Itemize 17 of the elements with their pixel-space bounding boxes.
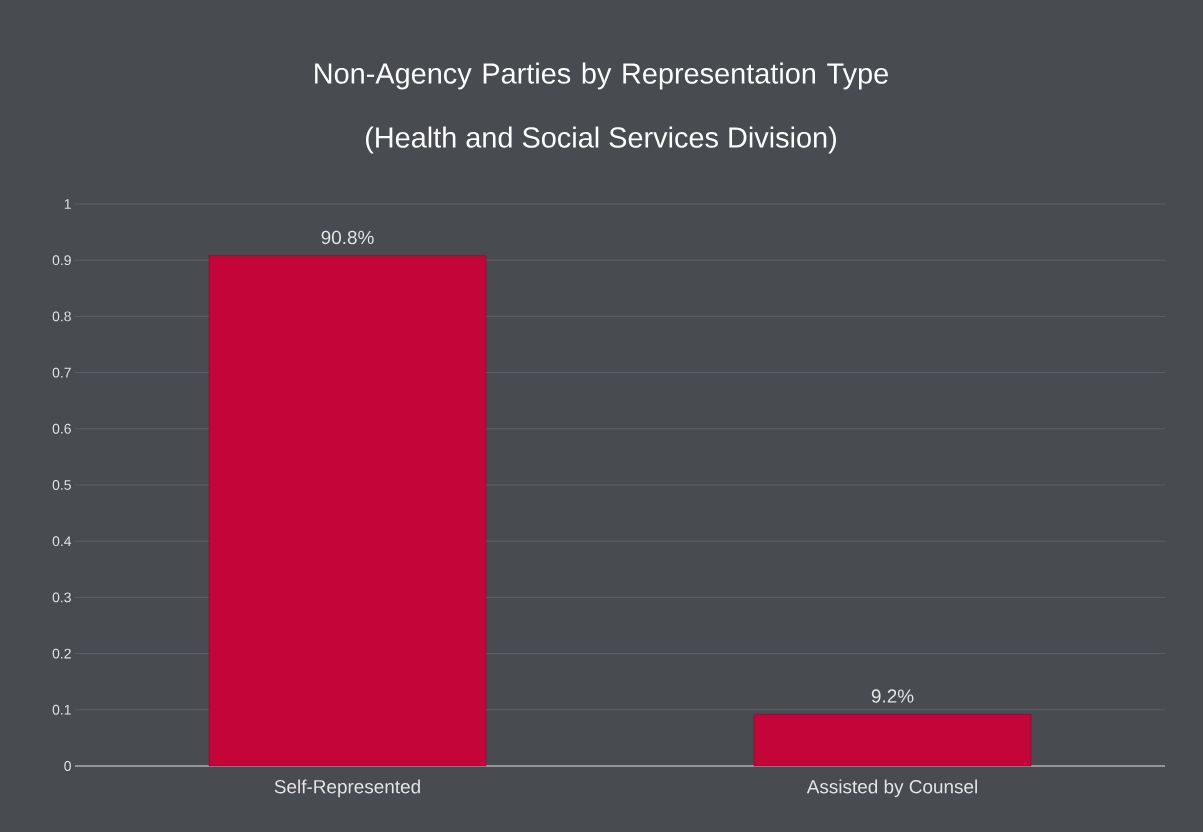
y-tick-label: 0.7 [52,367,71,378]
y-tick-label: 0.8 [52,311,71,322]
y-tick-label: 0.3 [52,592,71,603]
y-tick-label: 0 [64,761,71,771]
data-label: 9.2% [871,689,914,703]
data-label: 90.8% [321,230,374,245]
y-tick-label: 0.1 [52,704,71,715]
y-tick-label: 0.9 [52,255,71,266]
y-tick-label: 0.5 [52,480,71,490]
y-tick-label: 0.2 [52,648,71,659]
x-tick-label: Self-Represented [274,779,420,798]
chart-subtitle: (Health and Social Services Division) [365,126,836,154]
chart-title: Non-Agency Parties by Representation Type [315,62,888,90]
y-tick-label: 0.4 [52,536,72,547]
y-tick-label: 0.6 [52,423,71,434]
x-tick-label: Assisted by Counsel [806,779,977,798]
y-tick-label: 1 [64,199,71,209]
